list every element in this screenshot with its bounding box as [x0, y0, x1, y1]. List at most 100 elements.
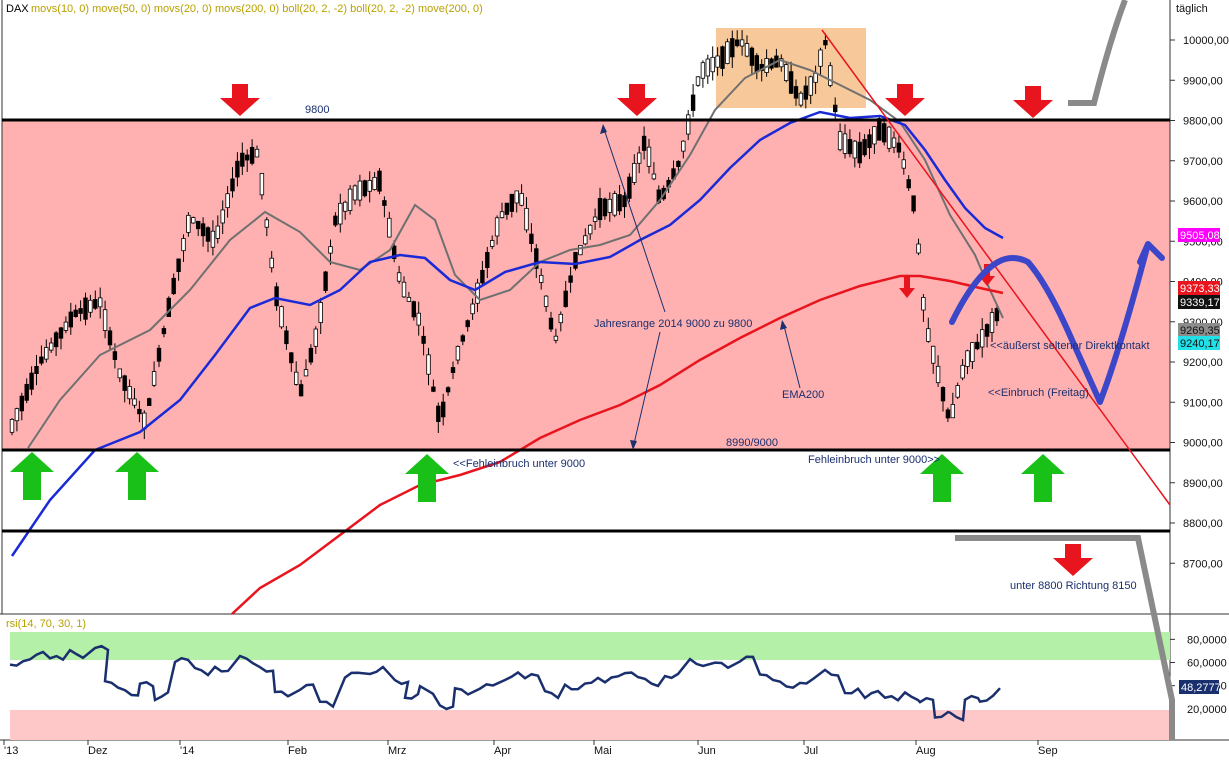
- candle: [24, 378, 29, 404]
- price-badge: 9373,33: [1178, 281, 1220, 295]
- candle: [945, 407, 951, 422]
- candle: [323, 270, 328, 294]
- rsi-tick-label: 60,0000: [1187, 658, 1227, 670]
- price-tick-label: 9200,00: [1183, 357, 1223, 369]
- candle: [597, 187, 603, 228]
- candle: [240, 142, 245, 175]
- candle: [195, 220, 201, 236]
- candle: [911, 195, 916, 214]
- candle: [646, 138, 652, 174]
- direct-contact-annotation: <<äußerst seltener Direktkontakt: [990, 340, 1150, 352]
- candle: [735, 30, 740, 48]
- candle: [989, 308, 995, 342]
- candle: [882, 117, 887, 146]
- gray-projection-top: [1068, 0, 1128, 106]
- buy-arrow: [1021, 454, 1065, 502]
- candle: [563, 280, 568, 308]
- candle: [416, 301, 421, 336]
- candle: [494, 215, 500, 245]
- ema-pointer-head: [780, 320, 787, 330]
- candle: [622, 191, 627, 218]
- small-sell-arrow: [979, 264, 995, 286]
- candle: [744, 35, 750, 58]
- candle: [793, 79, 799, 106]
- candle: [602, 197, 608, 220]
- candle: [88, 294, 93, 318]
- candle: [293, 361, 299, 386]
- time-axis: '13 Dez '14 Feb Mrz Apr Mai Jun Jul Aug Sep: [3, 740, 1058, 757]
- candle: [651, 162, 657, 181]
- price-badge-text: 9373,33: [1180, 283, 1220, 295]
- candle: [739, 30, 745, 56]
- candle: [274, 282, 279, 311]
- rsi-value-text: 48,2777: [1181, 682, 1221, 694]
- candle: [573, 251, 578, 271]
- candle: [401, 276, 407, 298]
- candle: [612, 190, 617, 218]
- candle: [519, 184, 524, 207]
- candle: [460, 333, 465, 346]
- candle: [308, 344, 314, 365]
- candle: [411, 300, 416, 321]
- ema200-annotation: EMA200: [782, 389, 824, 401]
- candle: [828, 62, 833, 88]
- candle: [592, 208, 598, 230]
- candle: [730, 30, 735, 68]
- candle: [181, 234, 186, 262]
- price-badge-text: 9339,17: [1180, 297, 1220, 309]
- price-badge-text: 9240,17: [1180, 338, 1220, 350]
- candle: [98, 287, 103, 319]
- price-badge: 9339,17: [1178, 295, 1220, 309]
- candle: [58, 326, 64, 350]
- candle: [705, 54, 710, 84]
- candle: [847, 129, 853, 158]
- price-tick-label: 9100,00: [1183, 397, 1223, 409]
- false-break-right-annotation: Fehleinbruch unter 9000>>: [808, 454, 940, 466]
- candle: [637, 146, 642, 174]
- rsi-tick-label: 20,0000: [1187, 704, 1227, 716]
- candle: [543, 295, 549, 312]
- candle: [837, 123, 843, 152]
- candle: [372, 172, 377, 191]
- candle: [514, 190, 519, 213]
- candle: [994, 305, 1000, 326]
- candle: [151, 361, 157, 388]
- candle: [465, 319, 470, 332]
- candle: [710, 46, 715, 81]
- candle: [161, 325, 167, 338]
- candle: [524, 197, 529, 233]
- sma20-line: [27, 58, 1004, 449]
- time-tick-label: Jul: [804, 745, 818, 757]
- range-pointer-up-head: [600, 124, 607, 134]
- time-tick-label: Apr: [494, 745, 511, 757]
- candle: [558, 311, 563, 332]
- false-break-left-annotation: <<Fehleinbruch unter 9000: [453, 458, 585, 470]
- candle: [450, 361, 456, 380]
- signal-arrows: [10, 84, 1093, 576]
- collapse-annotation: <<Einbruch (Freitag): [988, 387, 1089, 399]
- price-tick-label: 9000,00: [1183, 438, 1223, 450]
- time-tick-label: Jun: [698, 745, 716, 757]
- candle: [588, 224, 593, 240]
- candle: [445, 386, 451, 396]
- candle: [607, 192, 612, 222]
- price-badge-text: 9269,35: [1180, 325, 1220, 337]
- candle: [695, 75, 701, 87]
- candle: [823, 33, 828, 50]
- candle: [303, 359, 309, 377]
- price-tick-label: 8900,00: [1183, 478, 1223, 490]
- candle: [205, 226, 211, 253]
- level-9800-label: 9800: [305, 104, 329, 116]
- price-tick-label: 8700,00: [1183, 558, 1223, 570]
- candle: [896, 133, 902, 159]
- candle: [29, 366, 34, 396]
- sell-arrow: [885, 84, 925, 116]
- candle: [406, 291, 412, 302]
- candle: [73, 304, 78, 318]
- candle: [960, 359, 965, 381]
- annual-range-band: [2, 120, 1170, 450]
- range-pointer-down-head: [630, 440, 637, 450]
- candle: [357, 174, 363, 207]
- candle: [906, 175, 911, 191]
